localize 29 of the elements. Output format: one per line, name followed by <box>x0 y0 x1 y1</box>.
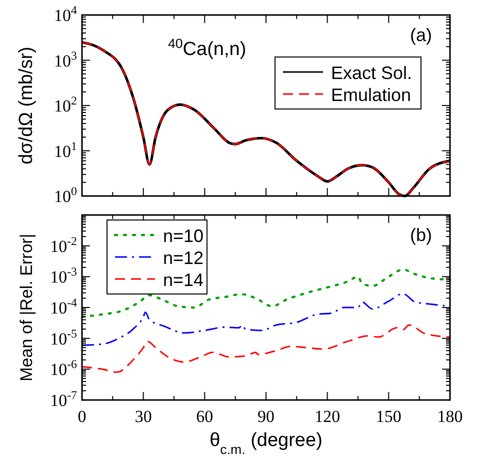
x-tick-label: 180 <box>437 407 463 426</box>
legend-label: Emulation <box>331 85 412 105</box>
y-tick-label: 10$^{3}$ <box>54 48 78 70</box>
x-tick-label: 0 <box>78 407 86 426</box>
y-tick-label: 10$^{-7}$ <box>50 388 78 410</box>
annotation: (a) <box>410 25 432 45</box>
x-tick-label: 150 <box>376 407 402 426</box>
y-axis-title: Mean of |Rel. Error| <box>17 234 36 382</box>
y-tick-label: 10$^{4}$ <box>54 3 78 25</box>
x-tick-label: 60 <box>196 407 214 426</box>
annotation: (b) <box>410 225 432 245</box>
x-tick-label: 90 <box>258 407 274 426</box>
y-axis-title: dσ/dΩ (mb/sr) <box>16 46 37 164</box>
legend-label: n=14 <box>163 270 204 290</box>
y-tick-label: 10$^{2}$ <box>54 94 78 116</box>
y-tick-label: 10$^{0}$ <box>54 184 78 206</box>
y-tick-label: 10$^{-3}$ <box>50 264 78 287</box>
y-tick-label: 10$^{1}$ <box>54 138 78 161</box>
annotation: $^{40}$Ca(n,n) <box>168 36 246 60</box>
y-tick-label: 10$^{-2}$ <box>50 234 78 256</box>
y-tick-label: 10$^{-5}$ <box>50 326 78 348</box>
y-tick-label: 10$^{-6}$ <box>50 357 78 380</box>
x-axis-title: θ$_{c.m.}$ (degree) <box>210 430 322 456</box>
legend-label: n=10 <box>163 226 204 246</box>
legend-label: n=12 <box>163 248 204 268</box>
x-tick-label: 30 <box>134 407 152 426</box>
y-tick-label: 10$^{-4}$ <box>50 296 78 318</box>
legend-label: Exact Sol. <box>331 63 412 83</box>
x-tick-label: 120 <box>314 407 340 426</box>
